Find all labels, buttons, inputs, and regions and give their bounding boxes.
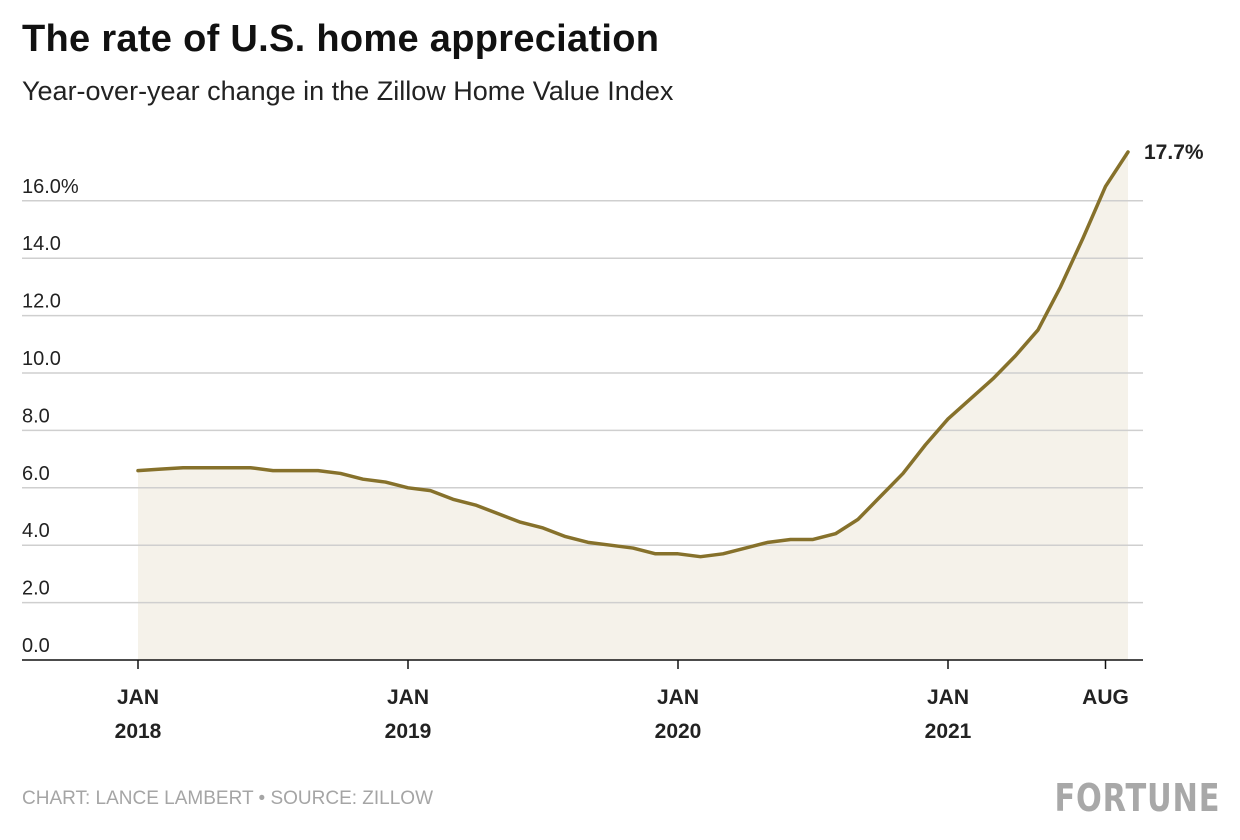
y-tick-label: 10.0 [22, 348, 61, 370]
y-tick-label: 0.0 [22, 635, 50, 657]
y-tick-label: 16.0% [22, 176, 79, 198]
x-tick-year: 2019 [385, 720, 432, 743]
x-tick-year: 2021 [925, 720, 972, 743]
source-credit: CHART: LANCE LAMBERT • SOURCE: ZILLOW [22, 788, 434, 809]
x-tick-year: 2020 [655, 720, 702, 743]
chart-title: The rate of U.S. home appreciation [22, 18, 660, 60]
end-value-label: 17.7% [1144, 141, 1204, 164]
area-fill [138, 152, 1128, 660]
x-tick-label: JAN [117, 686, 159, 709]
y-tick-label: 12.0 [22, 291, 61, 313]
x-tick-label: JAN [927, 686, 969, 709]
y-tick-label: 6.0 [22, 463, 50, 485]
x-tick-label: AUG [1082, 686, 1129, 709]
y-tick-label: 4.0 [22, 520, 50, 542]
x-tick-label: JAN [657, 686, 699, 709]
x-tick-year: 2018 [115, 720, 162, 743]
y-tick-label: 2.0 [22, 578, 50, 600]
chart-subtitle: Year-over-year change in the Zillow Home… [22, 76, 674, 106]
x-tick-label: JAN [387, 686, 429, 709]
y-tick-label: 8.0 [22, 405, 50, 427]
y-tick-label: 14.0 [22, 233, 61, 255]
fortune-logo: FORTUNE [1054, 776, 1220, 820]
line-chart: 0.0 2.0 4.0 6.0 8.0 10.0 12.0 14.0 16.0% 17.7% JAN… [22, 141, 1204, 743]
